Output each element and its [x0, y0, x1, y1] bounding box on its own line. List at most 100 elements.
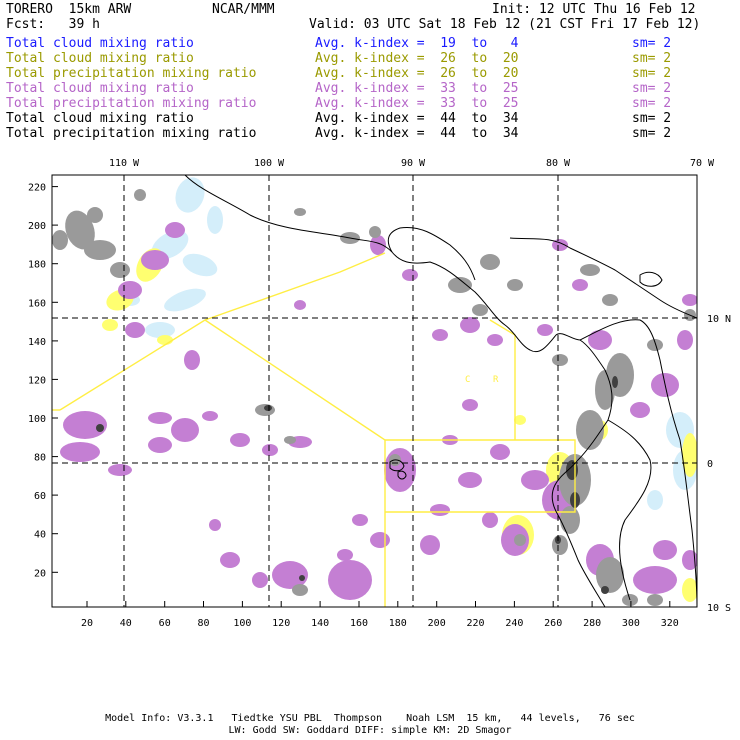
- cloud-mid-blob: [370, 532, 390, 548]
- domain-outline-large: [59, 252, 386, 411]
- legend-smoothing: sm= 2: [632, 66, 672, 81]
- cloud-mid-blob: [184, 350, 200, 370]
- precip-light-blob: [157, 335, 173, 345]
- y-tick-label: 140: [28, 337, 46, 348]
- domain-outlines: [52, 252, 576, 607]
- legend-field: Total cloud mixing ratio: [6, 81, 194, 96]
- coast-andes: [607, 419, 652, 601]
- legend-kindex: Avg. k-index = 26 to 20: [315, 66, 519, 81]
- heavy-blob: [292, 584, 308, 596]
- cloud-mid-blob: [294, 300, 306, 310]
- cloud-mid-blob: [460, 317, 480, 333]
- lat-label-10n: 10 N: [707, 314, 731, 325]
- legend-smoothing: sm= 2: [632, 51, 672, 66]
- precip-light-blob: [682, 433, 697, 477]
- legend-field: Total cloud mixing ratio: [6, 111, 194, 126]
- cloud-mid-blob: [148, 437, 172, 453]
- cloud-mid-blob: [165, 222, 185, 238]
- cloud-mid-blob: [118, 281, 142, 299]
- cloud-mid-blob: [272, 561, 308, 589]
- heavy-blob: [134, 189, 146, 201]
- cloud-mid-blob: [171, 418, 199, 442]
- coast-islands-1: [639, 271, 663, 287]
- lon-label-80w: 80 W: [546, 158, 571, 169]
- cloud-mid-blob: [677, 330, 693, 350]
- header-model: TORERO 15km ARW: [6, 2, 132, 17]
- x-tick-labels: 20 40 60 80 100 120 140 160 180 200 220 240 260 280 30…: [81, 618, 679, 629]
- coast-caribbean: [509, 237, 697, 319]
- lon-label-70w: 70 W: [690, 158, 715, 169]
- heavy-blob: [480, 254, 500, 270]
- lon-label-110w: 110 W: [109, 158, 140, 169]
- coastlines: [184, 175, 697, 607]
- legend-field: Total cloud mixing ratio: [6, 36, 194, 51]
- cloud-mid-blob: [148, 412, 172, 424]
- legend-field: Total precipitation mixing ratio: [6, 126, 257, 141]
- x-tick-label: 240: [505, 618, 523, 629]
- cloud-light-blob: [207, 206, 223, 234]
- map-frame: [51, 174, 698, 608]
- x-tick-label: 180: [389, 618, 407, 629]
- header-init: Init: 12 UTC Thu 16 Feb 12: [492, 2, 696, 17]
- cloud-mid-blob: [230, 433, 250, 447]
- y-tick-labels: 220 200 180 160 140 120 100 80 60 40 20: [28, 183, 46, 580]
- cloud-mid-blob: [653, 540, 677, 560]
- core-blob: [601, 586, 609, 594]
- cloud-mid-blob: [490, 444, 510, 460]
- heavy-blob: [84, 240, 116, 260]
- heavy-blob: [552, 354, 568, 366]
- x-tick-label: 220: [466, 618, 484, 629]
- footer-physics: LW: Godd SW: Goddard DIFF: simple KM: 2D…: [228, 725, 512, 736]
- precip-light-blob: [514, 415, 526, 425]
- map-fields: [52, 175, 697, 607]
- cloud-mid-blob: [108, 464, 132, 476]
- cloud-mid-blob: [462, 399, 478, 411]
- cloud-mid-blob: [252, 572, 268, 588]
- legend-smoothing: sm= 2: [632, 111, 672, 126]
- graticule: [52, 175, 697, 607]
- heavy-blob: [507, 279, 523, 291]
- coast-mexico: [184, 175, 613, 607]
- lat-label-10s: 10 S: [707, 603, 731, 614]
- header-fcst: Fcst: 39 h: [6, 17, 100, 32]
- cloud-light-blob: [647, 490, 663, 510]
- cloud-mid-blob: [633, 566, 677, 594]
- x-tick-label: 120: [272, 618, 290, 629]
- lat-label-0: 0: [707, 459, 713, 470]
- cloud-mid-blob: [220, 552, 240, 568]
- y-tick-label: 200: [28, 221, 46, 232]
- cloud-mid-blob: [63, 411, 107, 439]
- header-org: NCAR/MMM: [212, 2, 275, 17]
- cloud-mid-blob: [430, 504, 450, 516]
- legend-smoothing: sm= 2: [632, 126, 672, 141]
- heavy-blob: [576, 410, 604, 450]
- cloud-mid-blob: [328, 560, 372, 600]
- coast-colombia-interior: [579, 319, 697, 607]
- x-tick-label: 20: [81, 618, 93, 629]
- legend-kindex: Avg. k-index = 33 to 25: [315, 81, 519, 96]
- legend-smoothing: sm= 2: [632, 96, 672, 111]
- cloud-mid-blob: [352, 514, 368, 526]
- legend-smoothing: sm= 2: [632, 36, 672, 51]
- precip-light-blob: [682, 578, 697, 602]
- x-tick-label: 40: [120, 618, 132, 629]
- cloud-light-blob: [182, 253, 218, 277]
- x-tick-label: 200: [428, 618, 446, 629]
- x-tick-label: 300: [622, 618, 640, 629]
- heavy-blob: [52, 230, 68, 250]
- cloud-mid-blob: [682, 294, 697, 306]
- footer-model-info: Model Info: V3.3.1 Tiedtke YSU PBL Thomp…: [105, 713, 635, 724]
- heavy-blob: [647, 594, 663, 606]
- coast-yucatan: [387, 226, 476, 281]
- heavy-blob: [580, 264, 600, 276]
- heavy-blob: [369, 226, 381, 238]
- x-tick-label: 280: [583, 618, 601, 629]
- legend-field: Total cloud mixing ratio: [6, 51, 194, 66]
- heavy-blob: [87, 207, 103, 223]
- heavy-blob: [514, 534, 526, 546]
- y-tick-label: 100: [28, 414, 46, 425]
- header-valid: Valid: 03 UTC Sat 18 Feb 12 (21 CST Fri …: [309, 17, 701, 32]
- cloud-mid-blob: [572, 279, 588, 291]
- core-blob: [612, 376, 618, 388]
- heavy-blob: [647, 339, 663, 351]
